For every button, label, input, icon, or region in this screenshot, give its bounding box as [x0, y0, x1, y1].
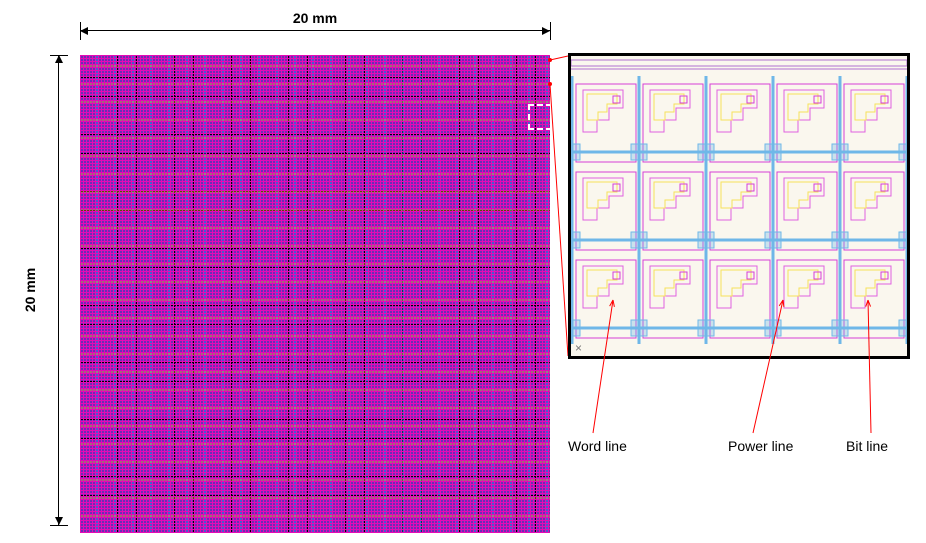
zoom-annotations: Word line Power line Bit line: [568, 360, 904, 480]
dimension-height-tick-top: [50, 55, 68, 56]
dimension-height-line: [58, 55, 59, 525]
annotation-bit-line: Bit line: [846, 438, 888, 454]
dimension-width-label: 20 mm: [80, 10, 550, 26]
figure-container: 20 mm 20 mm: [10, 10, 916, 533]
dimension-height-label-wrap: 20 mm: [10, 55, 50, 525]
memory-array-layout: [80, 55, 550, 533]
memory-array-grid: [80, 55, 550, 533]
annotation-power-line: Power line: [728, 438, 793, 454]
dimension-width-tick-right: [550, 22, 551, 40]
dimension-height-label: 20 mm: [22, 268, 38, 312]
array-callout-box: [528, 104, 550, 130]
dimension-height-tick-bottom: [50, 525, 68, 526]
annotation-leaders-svg: [568, 300, 904, 420]
dimension-width-line: [80, 30, 550, 31]
dimension-width-tick-left: [80, 22, 81, 40]
annotation-word-line: Word line: [568, 438, 627, 454]
